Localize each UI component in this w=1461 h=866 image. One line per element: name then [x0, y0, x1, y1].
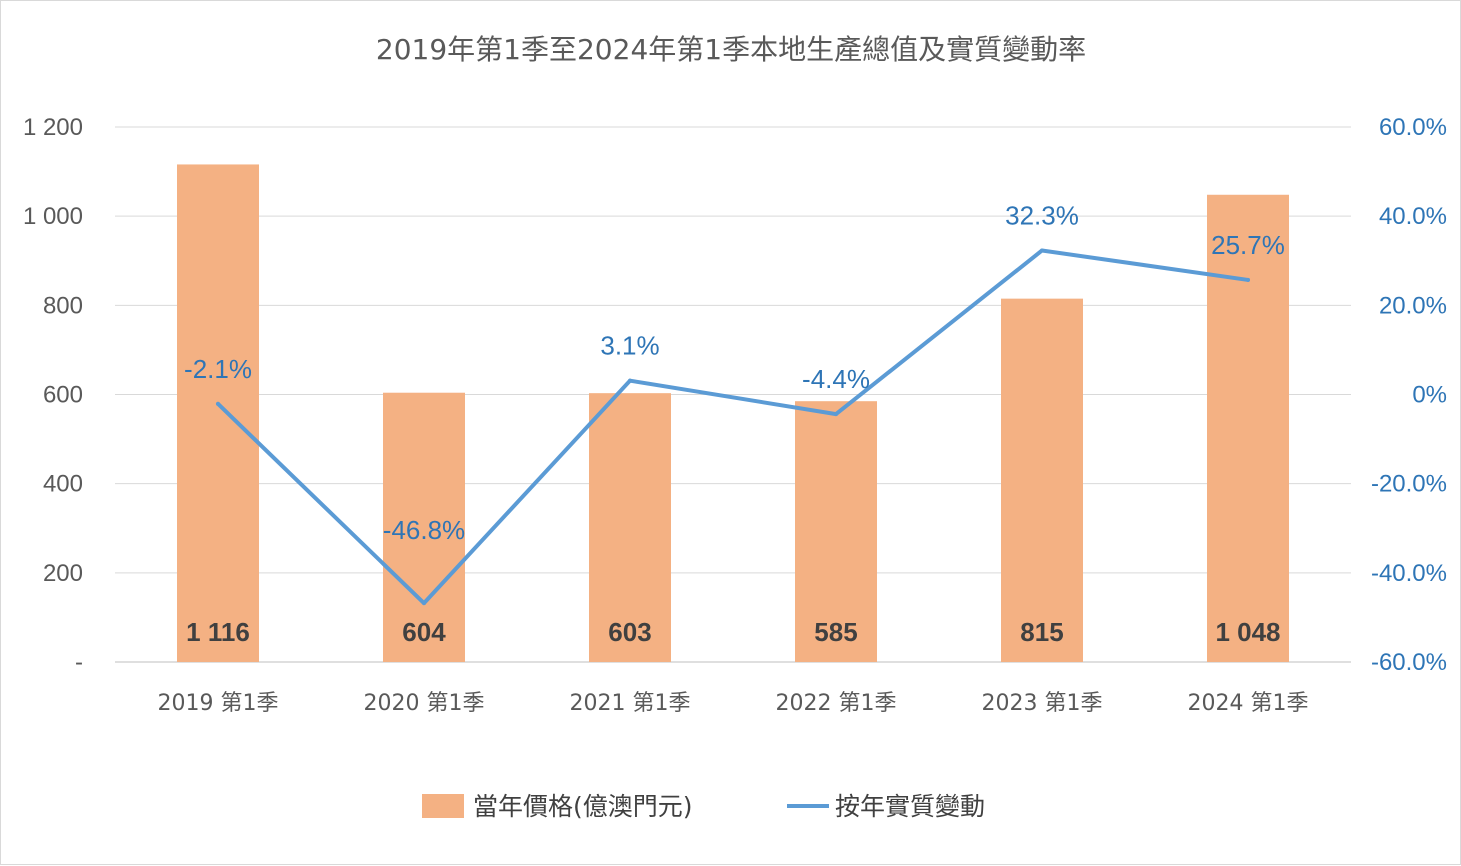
bar-value-label: 1 116	[186, 617, 250, 647]
right-tick-label: -60.0%	[1371, 649, 1447, 676]
legend-line-label: 按年實質變動	[835, 792, 985, 821]
bar	[177, 164, 259, 662]
bar-value-label: 604	[402, 617, 446, 647]
line-value-label: -46.8%	[383, 515, 465, 545]
line-value-label: -2.1%	[184, 354, 252, 384]
x-tick-label: 2021 第1季	[570, 691, 691, 716]
line-point	[834, 412, 838, 417]
chart-title: 2019年第1季至2024年第1季本地生產總值及實質變動率	[376, 33, 1086, 66]
bar	[1001, 298, 1083, 662]
right-tick-label: -40.0%	[1371, 560, 1447, 587]
left-tick-label: 200	[43, 560, 83, 587]
line-point	[1246, 277, 1250, 282]
bar	[589, 393, 671, 662]
right-tick-label: 40.0%	[1379, 203, 1447, 230]
line-value-label: 25.7%	[1211, 230, 1285, 260]
line-point	[1040, 248, 1044, 253]
line-value-label: -4.4%	[802, 364, 870, 394]
line-point	[628, 378, 632, 383]
line-path	[216, 248, 1250, 606]
left-tick-label: 800	[43, 292, 83, 319]
bar-series: 1 116 604 603 585 815 1 048	[177, 164, 1289, 662]
x-tick-label: 2022 第1季	[776, 691, 897, 716]
legend: 當年價格(億澳門元) 按年實質變動	[422, 792, 985, 821]
left-axis-ticks: - 200 400 600 800 1 000 1 200	[23, 114, 83, 676]
bar-value-label: 603	[608, 617, 651, 647]
line-value-label: 32.3%	[1005, 200, 1079, 230]
bar	[383, 392, 465, 662]
line-point	[422, 601, 426, 606]
bar	[795, 401, 877, 662]
legend-bar-swatch	[422, 794, 464, 818]
left-tick-label: 600	[43, 382, 83, 409]
line-point	[216, 401, 220, 406]
left-tick-label: 400	[43, 471, 83, 498]
bar-value-label: 1 048	[1215, 617, 1280, 647]
right-tick-label: 20.0%	[1379, 292, 1447, 319]
x-tick-label: 2019 第1季	[158, 691, 279, 716]
bar-value-label: 815	[1020, 617, 1063, 647]
x-tick-label: 2023 第1季	[982, 691, 1103, 716]
gridlines	[115, 126, 1351, 663]
x-axis-ticks: 2019 第1季 2020 第1季 2021 第1季 2022 第1季 2023 第1季…	[158, 691, 1309, 716]
line-series: -2.1% -46.8% 3.1% -4.4% 32.3% 25.7%	[184, 200, 1285, 606]
x-tick-label: 2020 第1季	[364, 691, 485, 716]
left-tick-label: -	[75, 649, 83, 676]
right-tick-label: -20.0%	[1371, 471, 1447, 498]
bar	[1207, 194, 1289, 662]
right-axis-ticks: -60.0% -40.0% -20.0% 0% 20.0% 40.0% 60.0%	[1371, 114, 1447, 676]
right-tick-label: 60.0%	[1379, 114, 1447, 141]
left-tick-label: 1 200	[23, 114, 83, 141]
right-tick-label: 0%	[1412, 382, 1447, 409]
x-tick-label: 2024 第1季	[1188, 691, 1309, 716]
bar-value-label: 585	[814, 617, 857, 647]
left-tick-label: 1 000	[23, 203, 83, 230]
line-value-label: 3.1%	[600, 331, 659, 361]
legend-bar-label: 當年價格(億澳門元)	[473, 792, 693, 821]
